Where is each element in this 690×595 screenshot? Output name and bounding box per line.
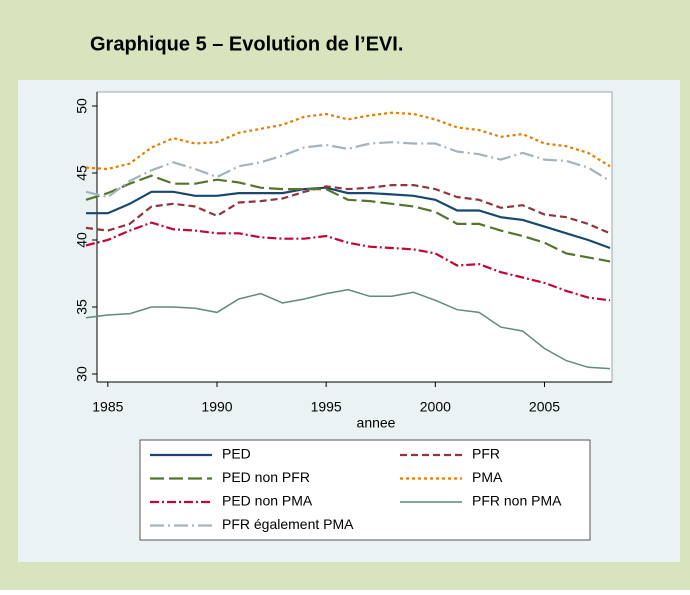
x-tick-label: 2000 (420, 399, 451, 415)
legend-label: PFR non PMA (472, 493, 562, 509)
series-line (85, 184, 611, 235)
y-tick-label: 35 (74, 299, 90, 315)
y-tick-label: 50 (74, 98, 90, 114)
series-line (86, 186, 611, 250)
legend-label: PED (222, 446, 251, 462)
chart-title: Graphique 5 – Evolution de l’EVI. (90, 33, 403, 55)
x-axis-label: annee (357, 415, 396, 431)
legend-label: PFR également PMA (222, 516, 354, 532)
x-tick-label: 1995 (311, 399, 342, 415)
series-line (85, 174, 611, 263)
x-tick-label: 1990 (201, 399, 232, 415)
y-tick-label: 40 (74, 232, 90, 248)
legend-label: PFR (472, 446, 500, 462)
y-tick-label: 45 (74, 165, 90, 181)
plot-region (96, 91, 613, 383)
series-line (85, 288, 611, 370)
legend-label: PMA (472, 469, 503, 485)
legend (139, 439, 591, 541)
legend-label: PED non PFR (222, 469, 310, 485)
series-line (85, 141, 611, 199)
y-tick-label: 30 (74, 366, 90, 382)
x-tick-label: 1985 (92, 399, 123, 415)
legend-label: PED non PMA (222, 493, 313, 509)
series-line (85, 221, 611, 302)
x-tick-label: 2005 (529, 399, 560, 415)
